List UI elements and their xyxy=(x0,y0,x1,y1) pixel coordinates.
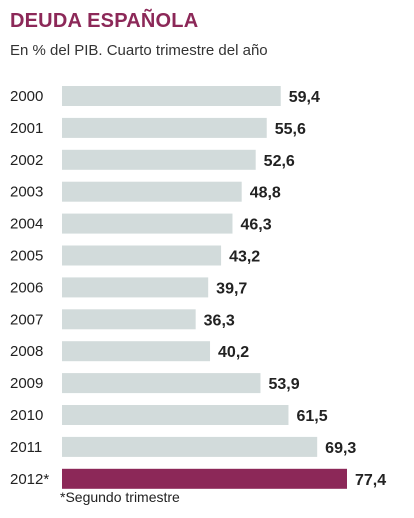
bar-2009 xyxy=(62,373,261,394)
category-label-2005: 2005 xyxy=(10,248,43,265)
category-label-2011: 2011 xyxy=(10,439,42,456)
value-label-2003: 48,8 xyxy=(250,185,281,202)
value-label-2010: 61,5 xyxy=(296,408,327,425)
bar-2011 xyxy=(62,436,318,457)
category-label-2008: 2008 xyxy=(10,343,43,360)
chart-subtitle: En % del PIB. Cuarto trimestre del año xyxy=(10,42,268,59)
value-label-2009: 53,9 xyxy=(268,376,299,393)
value-label-2008: 40,2 xyxy=(218,344,249,361)
bar-2012star xyxy=(62,468,347,489)
value-label-2005: 43,2 xyxy=(229,249,260,266)
bar-2002 xyxy=(62,149,256,170)
value-label-2001: 55,6 xyxy=(275,121,306,138)
value-label-2012star: 77,4 xyxy=(355,472,386,489)
bar-2005 xyxy=(62,245,222,266)
category-label-2003: 2003 xyxy=(10,184,43,201)
category-label-2006: 2006 xyxy=(10,279,43,296)
chart-title: DEUDA ESPAÑOLA xyxy=(10,10,199,32)
value-label-2002: 52,6 xyxy=(264,153,295,170)
category-label-2010: 2010 xyxy=(10,407,43,424)
bar-2004 xyxy=(62,213,233,234)
category-label-2000: 2000 xyxy=(10,88,43,105)
category-label-2001: 2001 xyxy=(10,120,43,137)
bar-2007 xyxy=(62,309,196,330)
value-label-2011: 69,3 xyxy=(325,440,356,457)
value-label-2000: 59,4 xyxy=(289,89,320,106)
bar-2001 xyxy=(62,117,267,138)
footnote: *Segundo trimestre xyxy=(60,489,180,505)
value-label-2004: 46,3 xyxy=(240,217,271,234)
category-label-2007: 2007 xyxy=(10,311,43,328)
bar-2003 xyxy=(62,181,242,202)
category-label-2002: 2002 xyxy=(10,152,43,169)
value-label-2007: 36,3 xyxy=(204,312,235,329)
value-label-2006: 39,7 xyxy=(216,280,247,297)
category-label-2012star: 2012* xyxy=(10,471,49,488)
bar-2000 xyxy=(62,86,281,106)
category-label-2004: 2004 xyxy=(10,216,43,233)
bar-2006 xyxy=(62,277,209,298)
category-label-2009: 2009 xyxy=(10,375,43,392)
bar-2010 xyxy=(62,405,289,425)
bar-2008 xyxy=(62,341,211,362)
